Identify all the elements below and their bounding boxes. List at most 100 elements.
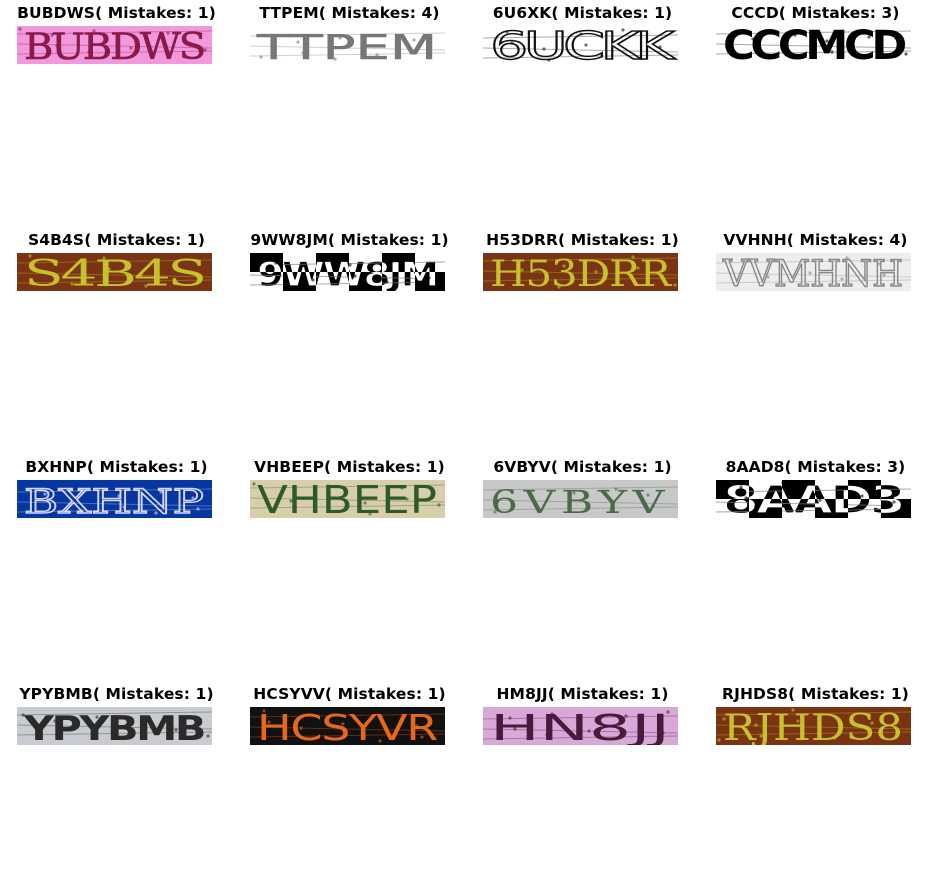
captcha-image: 9WW8JM: [250, 253, 445, 291]
noise-dot: [191, 496, 195, 500]
noise-dot: [845, 256, 849, 260]
noise-dot: [289, 499, 293, 503]
noise-line: [17, 50, 212, 55]
noise-block: [316, 253, 349, 272]
noise-line: [716, 279, 911, 284]
captcha-text: YPYBMB: [23, 709, 204, 745]
noise-line: [17, 30, 212, 35]
noise-dot: [550, 712, 554, 716]
noise-line: [17, 711, 212, 716]
captcha-text: H53DRR: [490, 254, 672, 291]
noise-dot: [87, 50, 91, 54]
noise-line: [17, 279, 212, 284]
noise-dot: [264, 34, 268, 38]
noise-line: [250, 713, 445, 718]
captcha-panel: 6VBYV( Mistakes: 1) 6VBYV: [466, 454, 699, 647]
captcha-image-svg: VVMHNH: [716, 253, 911, 291]
noise-line: [483, 499, 678, 505]
noise-line: [250, 274, 445, 280]
noise-dot: [557, 285, 561, 289]
noise-dot: [870, 721, 874, 725]
noise-line: [716, 501, 911, 507]
captcha-image: TTPEM: [250, 26, 445, 64]
noise-dot: [144, 284, 148, 288]
noise-dot: [259, 55, 263, 59]
captcha-panel: VVHNH( Mistakes: 4) VVMHNH: [699, 227, 932, 420]
panel-title: VVHNH( Mistakes: 4): [723, 231, 908, 249]
noise-dot: [117, 494, 121, 498]
noise-line: [250, 726, 445, 732]
captcha-image-svg: TTPEM: [250, 26, 445, 64]
noise-dot: [717, 738, 721, 742]
noise-dot: [55, 44, 59, 48]
noise-dot: [437, 503, 441, 507]
noise-block: [716, 480, 749, 499]
captcha-background: [716, 26, 911, 64]
noise-dot: [793, 33, 797, 37]
noise-dot: [95, 715, 99, 719]
panel-title: 9WW8JM( Mistakes: 1): [250, 231, 449, 249]
noise-dot: [129, 46, 133, 50]
panel-title: VHBEEP( Mistakes: 1): [254, 458, 445, 476]
captcha-panel: BUBDWS( Mistakes: 1) BUBDWS: [0, 0, 233, 193]
captcha-image-svg: 6VBYV: [483, 480, 678, 518]
noise-dot: [311, 278, 315, 282]
captcha-image-svg: RJHDS8: [716, 707, 911, 745]
noise-dot: [520, 268, 524, 272]
noise-dot: [353, 274, 357, 278]
captcha-image: 6UCKK: [483, 26, 678, 64]
panel-title: CCCD( Mistakes: 3): [731, 4, 900, 22]
noise-dot: [904, 52, 908, 56]
noise-dot: [493, 510, 497, 514]
noise-dot: [50, 33, 54, 37]
captcha-text: S4B4S: [24, 254, 205, 291]
noise-line: [17, 272, 212, 278]
captcha-image-svg: YPYBMB: [17, 707, 212, 745]
panel-title: HCSYVV( Mistakes: 1): [253, 685, 446, 703]
captcha-image-svg: BUBDWS: [17, 26, 212, 64]
noise-dot: [196, 507, 200, 511]
noise-dot: [651, 504, 655, 508]
noise-block: [382, 253, 415, 272]
noise-dot: [646, 493, 650, 497]
noise-dot: [614, 487, 618, 491]
captcha-text: RJHDS8: [723, 708, 903, 745]
noise-dot: [415, 724, 419, 728]
noise-dot: [412, 38, 416, 42]
noise-dot: [508, 716, 512, 720]
captcha-background: [17, 480, 212, 518]
noise-dot: [818, 498, 822, 502]
noise-dot: [296, 40, 300, 44]
noise-dot: [498, 489, 502, 493]
noise-dot: [169, 717, 173, 721]
noise-dot: [860, 494, 864, 498]
panel-title: RJHDS8( Mistakes: 1): [722, 685, 909, 703]
captcha-image: 6VBYV: [483, 480, 678, 518]
captcha-background: [483, 26, 678, 64]
captcha-image-svg: 9WW8JM: [250, 253, 445, 291]
captcha-image-svg: CCCMCD: [716, 26, 911, 64]
noise-dot: [673, 283, 677, 287]
noise-line: [250, 281, 445, 286]
captcha-text: TTPEM: [255, 28, 437, 64]
noise-dot: [102, 256, 106, 260]
panel-title: BXHNP( Mistakes: 1): [25, 458, 208, 476]
noise-dot: [405, 497, 409, 501]
noise-line: [17, 488, 212, 493]
captcha-text: CCCMCD: [723, 26, 906, 64]
noise-line: [17, 43, 212, 49]
captcha-panel: TTPEM( Mistakes: 4) TTPEM: [233, 0, 466, 193]
noise-line: [483, 715, 678, 720]
noise-dot: [348, 263, 352, 267]
captcha-image-svg: HCSYVR: [250, 707, 445, 745]
noise-dot: [262, 709, 266, 713]
captcha-image: RJHDS8: [716, 707, 911, 745]
noise-dot: [341, 722, 345, 726]
noise-dot: [584, 43, 588, 47]
panel-title: YPYBMB( Mistakes: 1): [19, 685, 214, 703]
noise-dot: [621, 28, 625, 32]
noise-line: [483, 277, 678, 282]
noise-dot: [166, 31, 170, 35]
captcha-panel: H53DRR( Mistakes: 1) H53DRR: [466, 227, 699, 420]
captcha-image: BUBDWS: [17, 26, 212, 64]
